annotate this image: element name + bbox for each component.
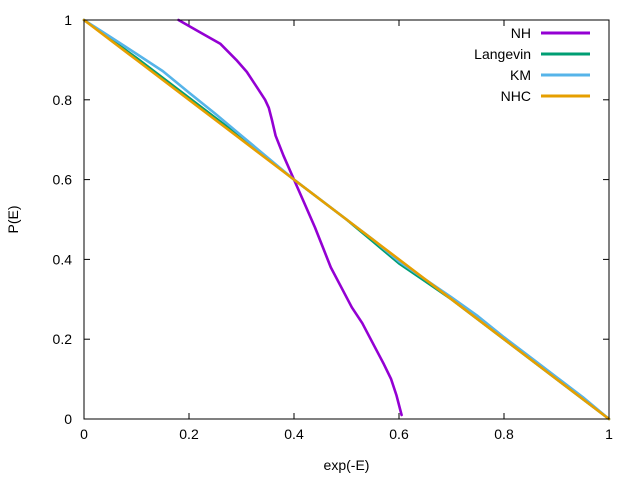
y-tick-label: 0.4 xyxy=(53,251,73,267)
legend-label-nh: NH xyxy=(511,25,531,41)
y-axis-label: P(E) xyxy=(5,206,21,234)
legend-label-langevin: Langevin xyxy=(474,46,531,62)
plot-frame xyxy=(83,19,610,420)
x-axis-label: exp(-E) xyxy=(324,457,370,473)
legend: NH Langevin KM NHC xyxy=(474,25,590,104)
x-tick-label: 0.4 xyxy=(284,426,304,442)
y-tick-label: 0 xyxy=(64,411,72,427)
series-line-nhc xyxy=(82,18,611,421)
x-tick-label: 0.6 xyxy=(389,426,409,442)
series-layer xyxy=(82,18,611,421)
y-tick-label: 0.2 xyxy=(53,331,73,347)
legend-label-nhc: NHC xyxy=(501,88,531,104)
series-line-nh xyxy=(177,18,403,417)
x-tick-label: 1 xyxy=(605,426,613,442)
x-tick-label: 0.2 xyxy=(179,426,199,442)
ticks-group: 0 0.2 0.4 0.6 0.8 1 0 0.2 0.4 0.6 0.8 1 xyxy=(53,12,614,442)
y-tick-label: 0.8 xyxy=(53,92,73,108)
x-tick-label: 0.8 xyxy=(494,426,514,442)
legend-label-km: KM xyxy=(510,67,531,83)
x-tick-label: 0 xyxy=(80,426,88,442)
y-tick-label: 0.6 xyxy=(53,172,73,188)
y-tick-label: 1 xyxy=(64,12,72,28)
